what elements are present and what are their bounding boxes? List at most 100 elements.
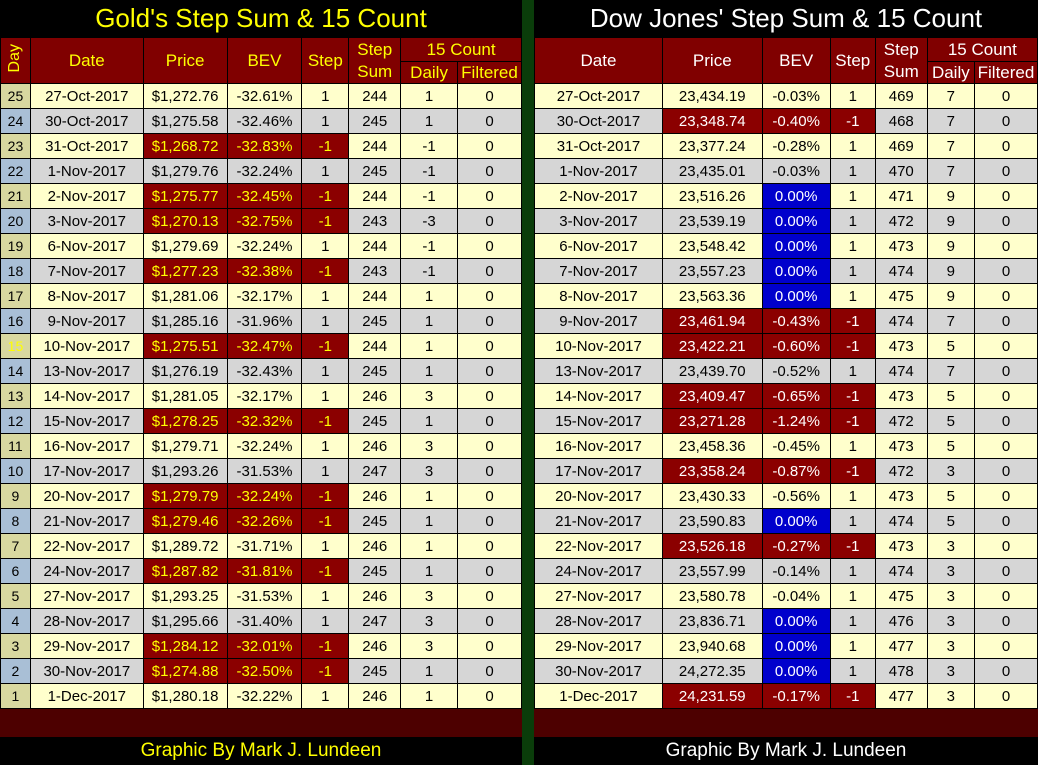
daily-cell: 3 — [926, 558, 975, 584]
date-cell: 7-Nov-2017 — [534, 258, 663, 284]
step-sum-cell: 245 — [348, 358, 402, 384]
daily-cell: 9 — [926, 233, 975, 259]
filtered-cell: 0 — [973, 483, 1038, 509]
filtered-cell: 0 — [973, 658, 1038, 684]
step-sum-cell: 246 — [348, 383, 402, 409]
bev-cell: -31.71% — [226, 533, 303, 559]
day-cell: 22 — [0, 158, 31, 184]
step-sum-cell: 472 — [874, 208, 928, 234]
step-cell: -1 — [829, 333, 876, 359]
price-cell: 23,526.18 — [661, 533, 763, 559]
day-cell: 3 — [0, 633, 31, 659]
step-cell: 1 — [301, 233, 350, 259]
date-cell: 10-Nov-2017 — [534, 333, 663, 359]
filtered-cell: 0 — [973, 633, 1038, 659]
bev-cell: -32.75% — [226, 208, 303, 234]
date-cell: 30-Nov-2017 — [534, 658, 663, 684]
date-cell: 7-Nov-2017 — [29, 258, 144, 284]
bev-cell: -0.43% — [761, 308, 831, 334]
step-sum-cell: 474 — [874, 558, 928, 584]
filtered-cell: 0 — [457, 258, 522, 284]
step-cell: 1 — [829, 608, 876, 634]
date-cell: 21-Nov-2017 — [29, 508, 144, 534]
daily-cell: 9 — [926, 283, 975, 309]
price-cell: 23,539.19 — [661, 208, 763, 234]
step-sum-cell: 244 — [348, 233, 402, 259]
date-header: Date — [534, 37, 663, 84]
step-cell: 1 — [829, 558, 876, 584]
filtered-cell: 0 — [457, 358, 522, 384]
daily-cell: 3 — [926, 608, 975, 634]
filtered-cell: 0 — [973, 358, 1038, 384]
gold-panel: Gold's Step Sum & 15 Count Day Date Pric… — [0, 3, 522, 761]
date-cell: 27-Oct-2017 — [29, 83, 144, 109]
daily-cell: 1 — [400, 558, 458, 584]
price-cell: $1,277.23 — [142, 258, 228, 284]
filtered-cell: 0 — [973, 583, 1038, 609]
step-sum-cell: 473 — [874, 433, 928, 459]
daily-cell: 3 — [400, 583, 458, 609]
step-sum-cell: 476 — [874, 608, 928, 634]
table-row: 14-Nov-2017 23,409.47 -0.65% -1 473 5 0 — [534, 383, 1038, 409]
bev-cell: -31.53% — [226, 458, 303, 484]
table-row: 10-Nov-2017 23,422.21 -0.60% -1 473 5 0 — [534, 333, 1038, 359]
table-row: 21-Nov-2017 23,590.83 0.00% 1 474 5 0 — [534, 508, 1038, 534]
bev-cell: -0.27% — [761, 533, 831, 559]
day-cell: 15 — [0, 333, 31, 359]
step-cell: -1 — [301, 483, 350, 509]
price-cell: $1,268.72 — [142, 133, 228, 159]
price-cell: 23,422.21 — [661, 333, 763, 359]
gold-title: Gold's Step Sum & 15 Count — [95, 3, 427, 33]
step-cell: -1 — [829, 308, 876, 334]
date-cell: 29-Nov-2017 — [534, 633, 663, 659]
bev-cell: 0.00% — [761, 283, 831, 309]
daily-header: Daily — [400, 61, 458, 84]
table-row: 11 16-Nov-2017 $1,279.71 -32.24% 1 246 3 0 — [0, 433, 522, 459]
price-cell: $1,293.26 — [142, 458, 228, 484]
date-cell: 1-Nov-2017 — [534, 158, 663, 184]
date-cell: 3-Nov-2017 — [534, 208, 663, 234]
step-sum-cell: 247 — [348, 458, 402, 484]
day-cell: 5 — [0, 583, 31, 609]
step-cell: 1 — [301, 83, 350, 109]
panel-divider — [522, 0, 534, 765]
bev-cell: -32.61% — [226, 83, 303, 109]
date-cell: 28-Nov-2017 — [29, 608, 144, 634]
table-row: 22 1-Nov-2017 $1,279.76 -32.24% 1 245 -1 0 — [0, 158, 522, 184]
daily-cell: 3 — [926, 533, 975, 559]
step-cell: -1 — [301, 258, 350, 284]
price-cell: $1,293.25 — [142, 583, 228, 609]
step-sum-cell: 468 — [874, 108, 928, 134]
price-cell: 24,272.35 — [661, 658, 763, 684]
filtered-cell: 0 — [457, 483, 522, 509]
step-sum-cell: 246 — [348, 633, 402, 659]
table-row: 22-Nov-2017 23,526.18 -0.27% -1 473 3 0 — [534, 533, 1038, 559]
daily-cell: 1 — [400, 483, 458, 509]
date-cell: 1-Dec-2017 — [29, 683, 144, 709]
step-cell: -1 — [301, 508, 350, 534]
filtered-cell: 0 — [457, 433, 522, 459]
daily-cell: 5 — [926, 508, 975, 534]
date-cell: 14-Nov-2017 — [29, 383, 144, 409]
step-cell: -1 — [301, 333, 350, 359]
date-cell: 16-Nov-2017 — [29, 433, 144, 459]
daily-cell: -1 — [400, 158, 458, 184]
price-cell: $1,278.25 — [142, 408, 228, 434]
step-sum-cell: 245 — [348, 508, 402, 534]
date-cell: 17-Nov-2017 — [29, 458, 144, 484]
price-cell: $1,276.19 — [142, 358, 228, 384]
filtered-cell: 0 — [457, 408, 522, 434]
price-cell: 23,836.71 — [661, 608, 763, 634]
date-cell: 6-Nov-2017 — [534, 233, 663, 259]
price-cell: 23,557.23 — [661, 258, 763, 284]
step-sum-cell: 471 — [874, 183, 928, 209]
step-cell: 1 — [829, 358, 876, 384]
step-cell: -1 — [829, 458, 876, 484]
bev-cell: -31.40% — [226, 608, 303, 634]
price-cell: 23,557.99 — [661, 558, 763, 584]
dow-footer-band — [534, 708, 1038, 737]
date-cell: 31-Oct-2017 — [29, 133, 144, 159]
price-cell: $1,274.88 — [142, 658, 228, 684]
table-row: 7-Nov-2017 23,557.23 0.00% 1 474 9 0 — [534, 258, 1038, 284]
table-row: 2-Nov-2017 23,516.26 0.00% 1 471 9 0 — [534, 183, 1038, 209]
